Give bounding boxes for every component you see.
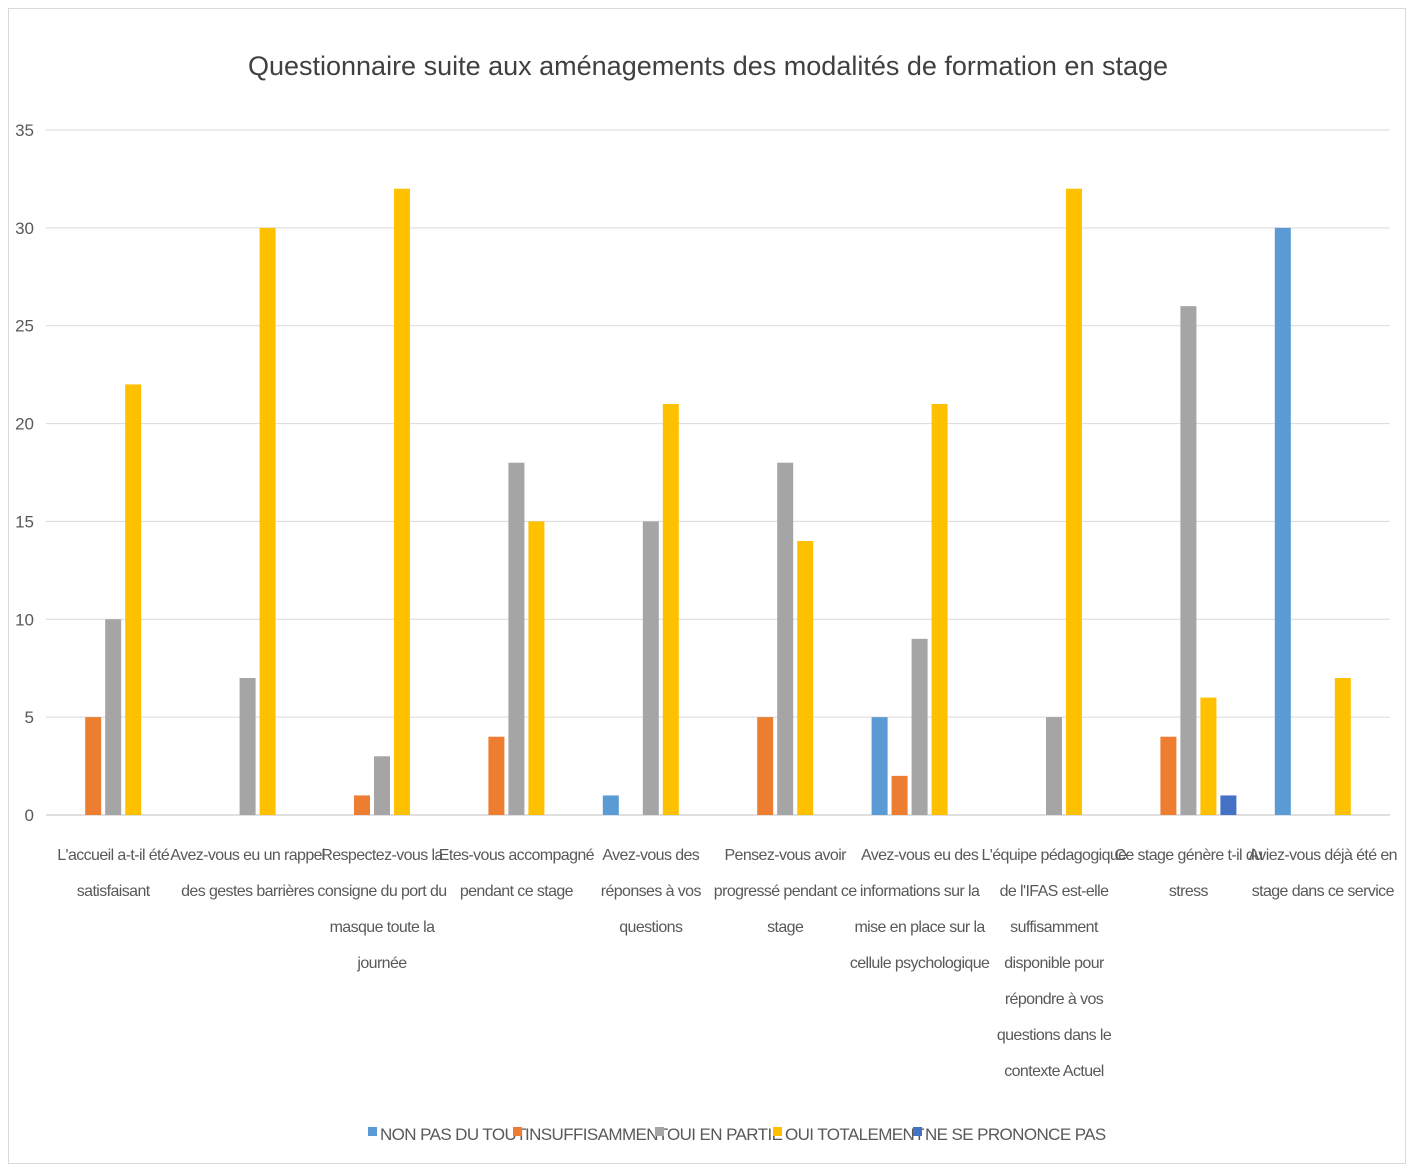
y-tick-label: 15 bbox=[15, 512, 34, 531]
bar bbox=[911, 638, 928, 815]
x-category-label: Pensez-vous avoir progressé pendant ce sta… bbox=[714, 847, 857, 936]
bar bbox=[642, 521, 659, 815]
y-tick-label: 30 bbox=[15, 219, 34, 238]
x-category-label: Avez-vous eu un rappel des gestes barrièr… bbox=[170, 847, 325, 900]
x-category-label: Respectez-vous la consigne du port du masq… bbox=[317, 847, 446, 972]
y-axis: 0 5 10 15 20 25 30 35 bbox=[15, 121, 34, 825]
y-tick-label: 35 bbox=[15, 121, 34, 140]
legend-label: INSUFFISAMMENT bbox=[525, 1125, 668, 1144]
legend: NON PAS DU TOUT INSUFFISAMMENT OUI EN PART… bbox=[368, 1125, 1107, 1144]
bar bbox=[1046, 717, 1062, 815]
chart-frame bbox=[8, 8, 1406, 1164]
x-category-label: Ce stage génère t-il du stress bbox=[1114, 847, 1262, 900]
bar bbox=[931, 404, 948, 815]
x-category-label: L'accueil a-t-il été satisfaisant bbox=[57, 847, 170, 900]
y-tick-label: 0 bbox=[25, 806, 34, 825]
bar bbox=[259, 227, 276, 815]
x-category-label: Aviez-vous déjà été en stage dans ce serv… bbox=[1249, 847, 1397, 900]
bar bbox=[374, 756, 390, 815]
y-tick-label: 5 bbox=[25, 708, 34, 727]
legend-item: NE SE PRONONCE PAS bbox=[913, 1125, 1107, 1144]
x-category-label: Etes-vous accompagné pendant ce stage bbox=[439, 847, 595, 900]
bar bbox=[239, 678, 256, 815]
bar bbox=[354, 795, 370, 815]
bar bbox=[871, 717, 888, 815]
legend-item: INSUFFISAMMENT bbox=[513, 1125, 669, 1144]
bar bbox=[1200, 697, 1217, 815]
bar bbox=[85, 717, 102, 815]
legend-swatch bbox=[513, 1127, 522, 1136]
legend-label: OUI TOTALEMENT bbox=[785, 1125, 924, 1144]
bar bbox=[757, 717, 774, 815]
bar bbox=[1066, 188, 1082, 815]
x-category-label: Avez-vous des réponses à vos questions bbox=[601, 847, 702, 936]
bar bbox=[508, 462, 525, 815]
y-tick-label: 20 bbox=[15, 415, 34, 434]
bar bbox=[797, 541, 814, 815]
legend-swatch bbox=[913, 1127, 922, 1136]
bar bbox=[528, 521, 545, 815]
chart-title: Questionnaire suite aux aménagements des… bbox=[248, 51, 1168, 81]
legend-swatch bbox=[773, 1127, 782, 1136]
legend-label: NON PAS DU TOUT bbox=[380, 1125, 526, 1144]
legend-swatch bbox=[655, 1127, 664, 1136]
bar bbox=[1274, 227, 1291, 815]
bar bbox=[488, 736, 505, 815]
bar bbox=[662, 404, 679, 815]
bar bbox=[1220, 795, 1237, 815]
bar bbox=[602, 795, 619, 815]
legend-swatch bbox=[368, 1127, 377, 1136]
bar bbox=[1334, 678, 1351, 815]
x-category-label: L'équipe pédagogique de l'IFAS est-elle su… bbox=[982, 847, 1128, 1080]
legend-item: OUI EN PARTIE bbox=[655, 1125, 783, 1144]
bar bbox=[1160, 736, 1177, 815]
x-category-label: Avez-vous eu des informations sur la mise … bbox=[850, 847, 990, 972]
legend-label: NE SE PRONONCE PAS bbox=[925, 1125, 1106, 1144]
bar bbox=[1180, 306, 1197, 815]
bars bbox=[85, 188, 1351, 815]
bar bbox=[125, 384, 142, 815]
bar bbox=[105, 619, 122, 815]
bar bbox=[394, 188, 410, 815]
x-axis: L'accueil a-t-il été satisfaisantAvez-vou… bbox=[57, 847, 1397, 1080]
legend-item: OUI TOTALEMENT bbox=[773, 1125, 925, 1144]
y-tick-label: 25 bbox=[15, 317, 34, 336]
legend-item: NON PAS DU TOUT bbox=[368, 1125, 527, 1144]
legend-label: OUI EN PARTIE bbox=[667, 1125, 783, 1144]
bar bbox=[777, 462, 794, 815]
bar bbox=[891, 775, 908, 815]
y-tick-label: 10 bbox=[15, 610, 34, 629]
